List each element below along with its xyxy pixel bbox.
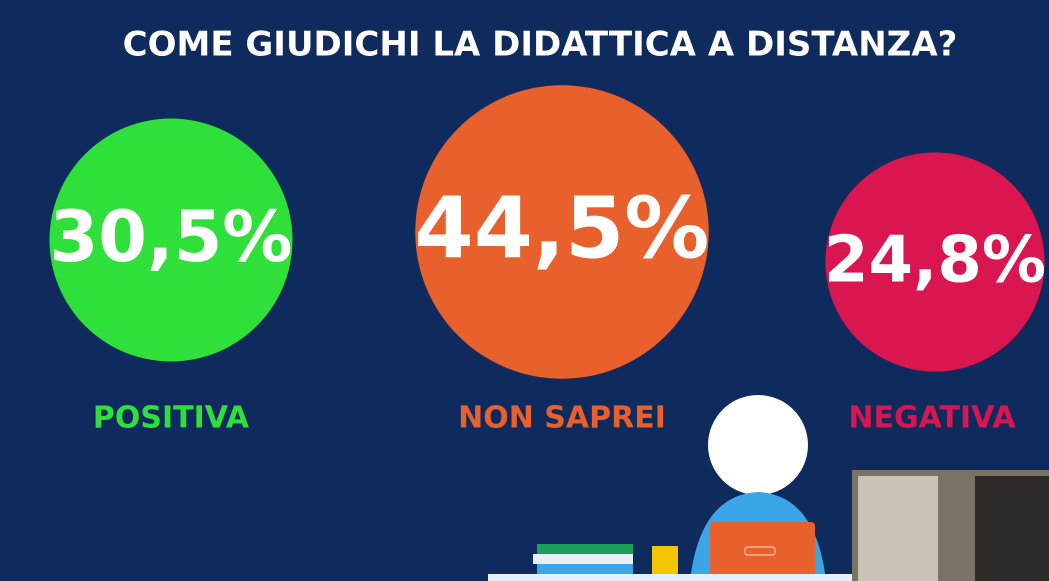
video-banner: [858, 476, 938, 581]
illustration: [488, 395, 1049, 581]
person-head: [708, 395, 808, 495]
category-label: NON SAPREI: [458, 401, 666, 436]
value-label: 30,5%: [50, 196, 293, 278]
video-speaker: [975, 476, 1049, 581]
value-label: 44,5%: [415, 179, 710, 278]
book: [533, 554, 633, 564]
category-label: NEGATIVA: [848, 401, 1016, 436]
category-label: POSITIVA: [93, 401, 250, 436]
desk: [488, 574, 858, 581]
book: [537, 544, 633, 554]
laptop: [710, 522, 815, 581]
bubble: [49, 118, 293, 362]
bubble: [825, 152, 1045, 372]
bubble: [415, 85, 709, 379]
chart-title: COME GIUDICHI LA DIDATTICA A DISTANZA?: [123, 25, 958, 65]
book: [537, 564, 633, 574]
laptop-logo: [744, 546, 776, 556]
value-label: 24,8%: [824, 224, 1046, 298]
pencil-cup: [652, 546, 678, 576]
